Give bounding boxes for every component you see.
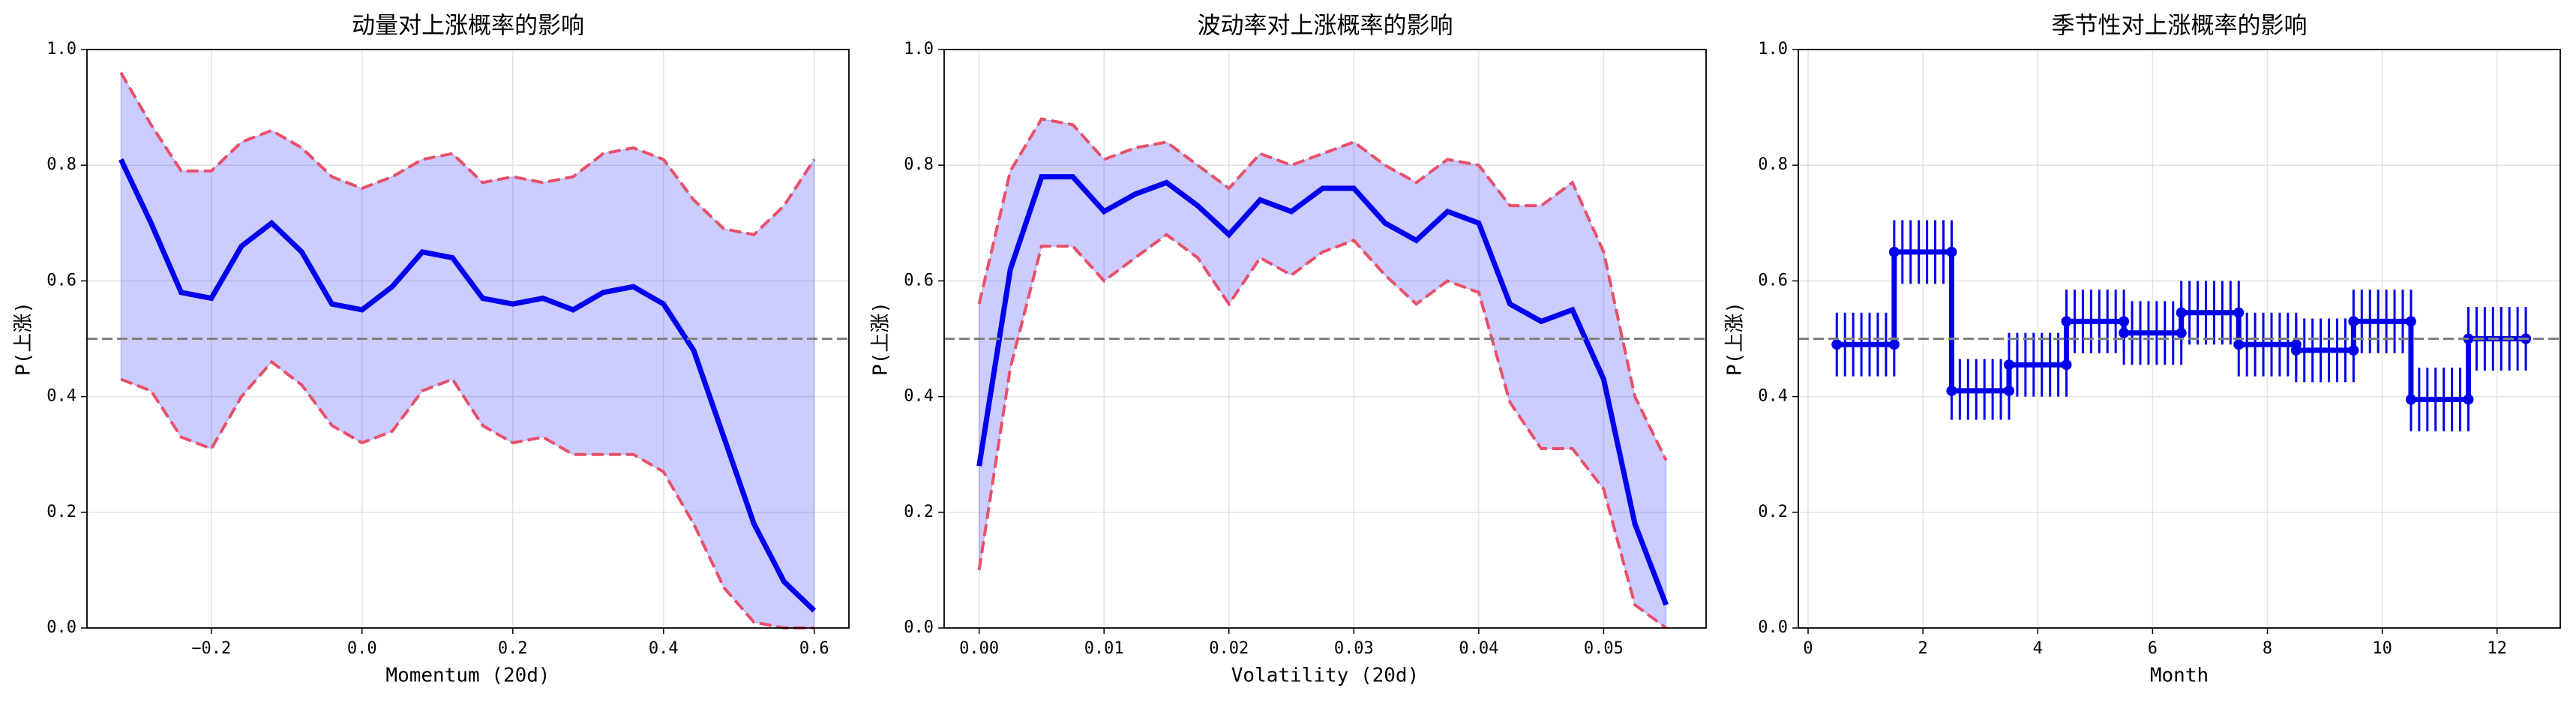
- x-tick-label: 0.6: [799, 639, 829, 658]
- step-marker: [2176, 307, 2187, 318]
- x-tick-label: 8: [2263, 639, 2272, 658]
- y-tick-label: 0.6: [904, 271, 934, 290]
- x-axis-label: Volatility (20d): [1231, 665, 1419, 687]
- mean-line: [976, 174, 1669, 606]
- axes-frame: [86, 49, 850, 629]
- x-tick-label: 10: [2372, 639, 2392, 658]
- lower-bound: [120, 359, 814, 629]
- x-axis-label: Momentum (20d): [385, 665, 550, 687]
- y-tick-label: 0.0: [46, 618, 76, 637]
- y-tick-label: 0.4: [1758, 387, 1788, 406]
- step-marker: [2061, 316, 2072, 327]
- x-tick-label: 0: [1803, 639, 1813, 658]
- y-tick-label: 0.4: [904, 387, 934, 406]
- x-tick-label: 12: [2488, 639, 2508, 658]
- y-tick-label: 0.8: [46, 155, 76, 174]
- x-tick-label: 6: [2148, 639, 2158, 658]
- y-tick-label: 1.0: [46, 40, 76, 59]
- step-marker: [2119, 327, 2130, 338]
- x-tick-label: 0.03: [1334, 639, 1374, 658]
- x-tick-label: 0.2: [498, 639, 528, 658]
- step-marker: [1831, 339, 1843, 350]
- y-tick-label: 0.6: [1758, 271, 1788, 290]
- step-marker: [2290, 344, 2302, 356]
- chart-title: 动量对上涨概率的影响: [352, 13, 584, 40]
- y-tick-label: 0.2: [904, 503, 934, 521]
- mean-line: [118, 158, 817, 613]
- upper-bound: [977, 117, 1668, 461]
- x-tick-label: 4: [2033, 639, 2043, 658]
- step-marker: [1888, 246, 1900, 257]
- y-tick-label: 0.8: [904, 155, 934, 174]
- y-tick-label: 0.4: [46, 387, 76, 406]
- x-tick-label: 0.02: [1209, 639, 1249, 658]
- y-tick-label: 0.0: [904, 618, 934, 637]
- upper-bound: [119, 71, 816, 236]
- x-tick-label: 0.01: [1084, 639, 1124, 658]
- y-tick-label: 0.2: [46, 503, 76, 521]
- chart-title: 波动率对上涨概率的影响: [1198, 13, 1453, 40]
- x-tick-label: 0.00: [959, 639, 999, 658]
- x-tick-label: 0.05: [1584, 639, 1624, 658]
- y-tick-label: 0.8: [1758, 155, 1788, 174]
- step-marker: [2348, 316, 2359, 327]
- step-marker: [2003, 359, 2014, 371]
- x-tick-label: 0.0: [347, 639, 377, 658]
- chart-title: 季节性对上涨概率的影响: [2052, 13, 2308, 40]
- step-marker: [1946, 385, 1957, 396]
- axes-frame: [1798, 49, 2561, 629]
- y-axis-label: P(上涨): [870, 302, 892, 376]
- y-tick-label: 0.6: [46, 271, 76, 290]
- lower-bound: [977, 233, 1667, 629]
- y-tick-label: 1.0: [1758, 40, 1788, 59]
- y-tick-label: 0.0: [1758, 618, 1788, 637]
- y-axis-label: P(上涨): [1724, 302, 1747, 376]
- x-tick-label: 0.04: [1459, 639, 1498, 658]
- x-tick-label: 0.4: [649, 639, 679, 658]
- y-axis-label: P(上涨): [13, 302, 35, 376]
- step-marker: [2405, 394, 2416, 405]
- y-tick-label: 1.0: [904, 40, 934, 59]
- x-axis-label: Month: [2150, 665, 2209, 687]
- y-tick-label: 0.2: [1758, 503, 1788, 521]
- x-tick-label: 2: [1918, 639, 1928, 658]
- x-tick-label: −0.2: [191, 639, 231, 658]
- step-marker: [2233, 339, 2245, 350]
- axes-frame: [943, 49, 1707, 629]
